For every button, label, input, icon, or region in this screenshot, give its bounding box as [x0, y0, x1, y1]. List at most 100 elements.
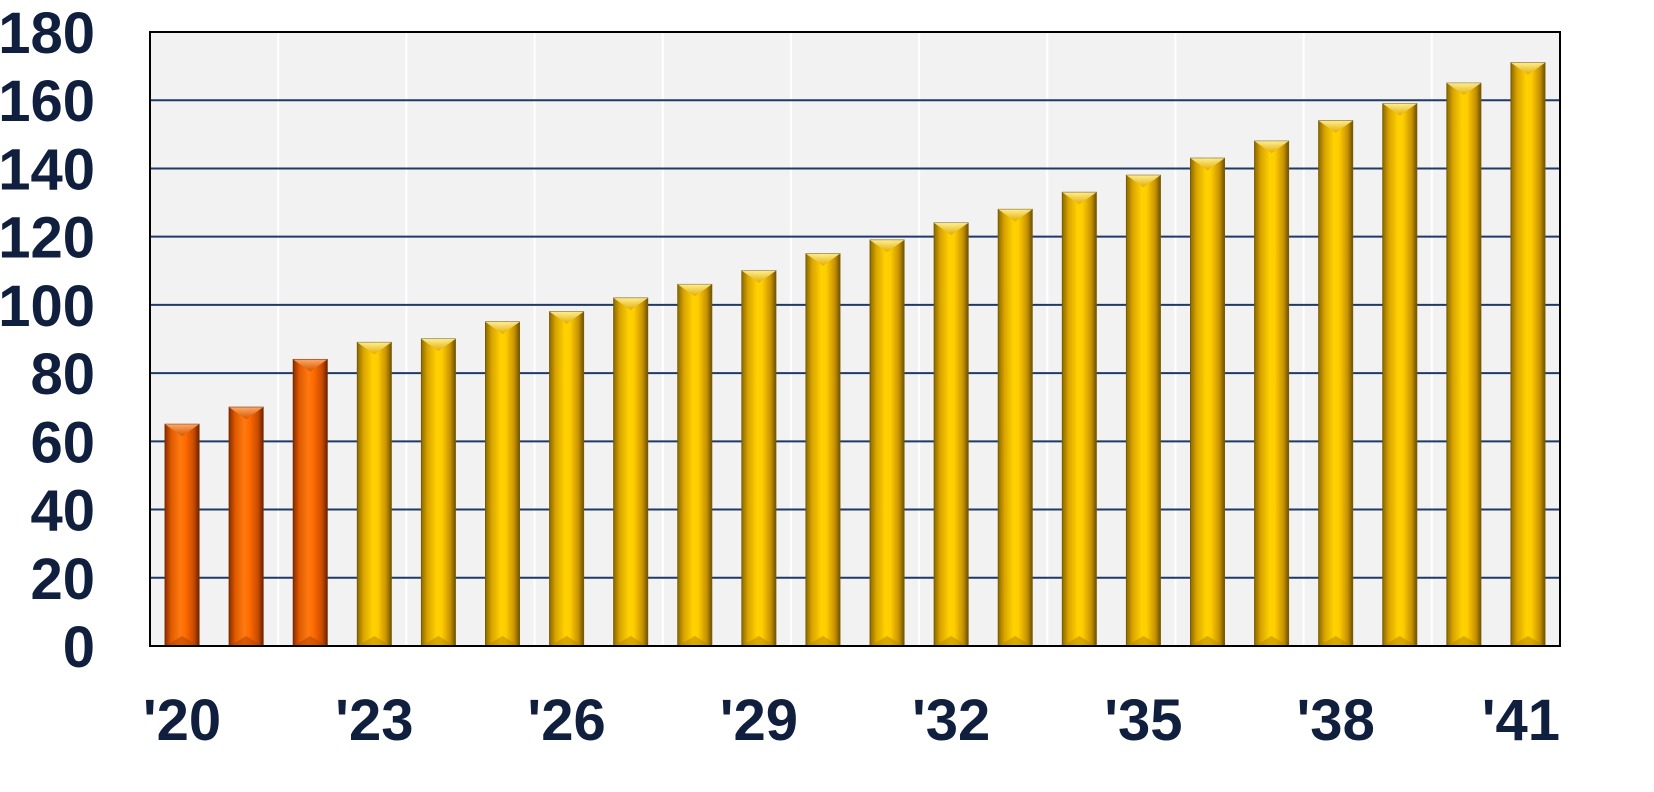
bar-body [1254, 140, 1290, 647]
bar-cap [741, 270, 776, 283]
bar-2028 [677, 283, 713, 647]
bar-2038 [1318, 120, 1354, 647]
bar-2026 [549, 311, 585, 647]
bar-cap [357, 342, 392, 355]
bar-2031 [869, 239, 905, 647]
bar-base [870, 636, 905, 646]
bar-body [1318, 120, 1354, 647]
bar-body [549, 311, 585, 647]
bar-cap [613, 298, 648, 311]
bar-2035 [1125, 174, 1161, 647]
bar-base [934, 636, 969, 646]
bar-body [164, 423, 200, 647]
bar-2032 [933, 222, 969, 647]
bar-cap [165, 424, 200, 437]
bar-base [1254, 636, 1289, 646]
bar-cap [421, 339, 456, 351]
y-tick-label: 0 [63, 615, 95, 680]
bar-base [485, 636, 520, 646]
y-tick-label: 80 [30, 342, 95, 407]
bar-base [805, 636, 840, 646]
bar-cap [1318, 120, 1353, 133]
bar-cap [1446, 83, 1481, 96]
bar-body [1446, 82, 1482, 647]
bar-2023 [356, 341, 392, 647]
bar-body [420, 338, 456, 647]
bar-body [1510, 62, 1546, 647]
bar-body [741, 270, 777, 647]
bar-body [1061, 191, 1097, 647]
bar-2039 [1382, 103, 1418, 647]
bar-base [1062, 636, 1097, 646]
bar-base [1318, 636, 1353, 646]
bar-base [357, 636, 392, 646]
y-tick-label: 20 [30, 547, 95, 612]
x-tick-label: '20 [143, 688, 221, 753]
x-tick-label: '29 [720, 688, 798, 753]
y-tick-label: 100 [0, 274, 95, 339]
bar-cap [677, 284, 712, 297]
bar-cap [1062, 192, 1097, 205]
bar-2022 [292, 358, 328, 647]
bar-cap [1510, 62, 1545, 75]
bar-cap [805, 253, 840, 266]
bar-body [1190, 157, 1225, 647]
y-tick-label: 140 [0, 137, 95, 202]
y-tick-label: 40 [30, 479, 95, 544]
bar-cap [293, 359, 328, 372]
bar-2024 [420, 338, 456, 647]
bar-2025 [485, 321, 520, 647]
bar-body [485, 321, 520, 647]
bar-base [998, 636, 1033, 646]
bar-base [1382, 636, 1417, 646]
bar-body [228, 406, 264, 647]
bar-body [356, 341, 392, 647]
bar-base [229, 636, 264, 646]
bar-base [1510, 636, 1545, 646]
bar-base [1446, 636, 1481, 646]
bar-cap [1254, 141, 1289, 154]
bar-body [997, 208, 1033, 647]
bar-2020 [164, 423, 200, 647]
bar-2029 [741, 270, 777, 647]
x-tick-label: '41 [1482, 688, 1560, 753]
bar-base [613, 636, 648, 646]
bar-body [677, 283, 713, 647]
bar-cap [998, 209, 1033, 222]
bar-2021 [228, 406, 264, 647]
bar-2036 [1190, 157, 1225, 647]
plot-frame [149, 31, 1561, 647]
bar-cap [1382, 103, 1417, 116]
bar-cap [549, 311, 584, 324]
x-tick-label: '26 [527, 688, 605, 753]
bar-body [1125, 174, 1161, 647]
bar-cap [229, 407, 264, 420]
y-tick-label: 120 [0, 206, 95, 271]
bar-body [805, 253, 841, 647]
bar-2030 [805, 253, 841, 647]
bar-body [1382, 103, 1418, 647]
y-tick-label: 160 [0, 69, 95, 134]
y-tick-label: 180 [0, 1, 95, 66]
bars [164, 62, 1546, 647]
bar-base [549, 636, 584, 646]
x-axis-ticks: '20 '23 '26 '29 '32 '35 '38 '41 [143, 688, 1560, 753]
bar-2037 [1254, 140, 1290, 647]
bar-base [1126, 636, 1161, 646]
bar-2034 [1061, 191, 1097, 647]
bar-base [1190, 636, 1225, 646]
bar-body [292, 358, 328, 647]
bar-cap [485, 321, 520, 334]
bar-body [613, 297, 649, 647]
bar-cap [870, 240, 905, 253]
bar-cap [934, 223, 969, 236]
bar-base [741, 636, 776, 646]
bar-2041 [1510, 62, 1546, 647]
y-tick-label: 60 [30, 410, 95, 475]
x-tick-label: '35 [1104, 688, 1182, 753]
bar-2033 [997, 208, 1033, 647]
bar-base [421, 636, 456, 646]
